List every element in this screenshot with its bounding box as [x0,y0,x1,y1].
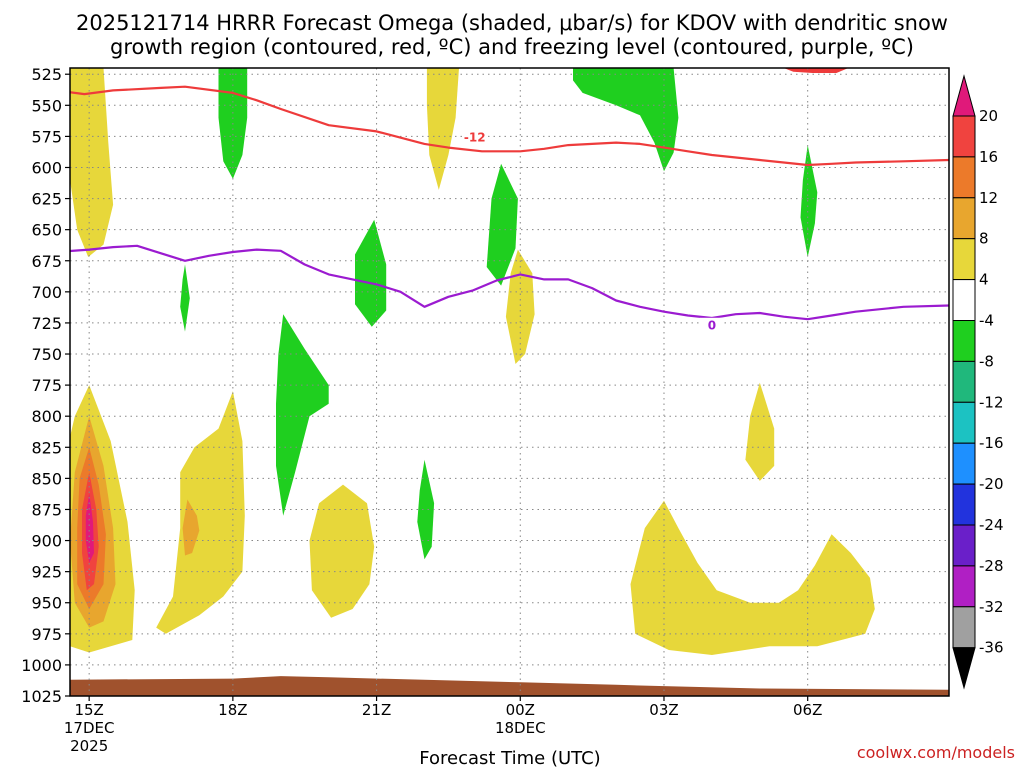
y-tick-label-825: 825 [31,438,62,457]
colorbar-label--8: -8 [979,352,994,370]
y-tick-label-700: 700 [31,283,62,302]
omega-green-2230z-low [417,459,435,560]
freezing-level-contour-0-label: 0 [708,318,716,332]
x-tick-label-18Z: 18Z [218,701,247,719]
freezing-level-contour-0-label-bg [699,317,724,332]
colorbar-label-4: 4 [979,271,989,289]
colorbar-bin--20-to--16 [952,442,976,485]
dgz-contour-minus12-label-bg [462,130,487,145]
y-tick-label-600: 600 [31,158,62,177]
x-tick-label-15Z: 15Z [74,701,103,719]
colorbar-label--36: -36 [979,639,1004,657]
y-tick-label-875: 875 [31,500,62,519]
x-tick-year-15Z: 2025 [70,737,108,755]
colorbar-label--32: -32 [979,598,1004,616]
y-tick-label-725: 725 [31,314,62,333]
omega-shaded-regions [70,68,875,655]
colorbar-label-12: 12 [979,189,998,207]
colorbar-label-16: 16 [979,148,998,166]
omega-green-02z-upper [573,68,679,172]
colorbar-label--28: -28 [979,557,1004,575]
y-tick-label-525: 525 [31,65,62,84]
omega-green-06z-streak [800,145,818,257]
y-tick-label-900: 900 [31,532,62,551]
y-tick-label-950: 950 [31,594,62,613]
colorbar-label-8: 8 [979,230,989,248]
plot-frame [69,67,950,697]
omega-yellow-1730z-low [156,391,245,634]
omega-yellow-0530z-mid [745,382,775,481]
y-tick-label-625: 625 [31,190,62,209]
x-tick-label-00Z: 00Z [506,701,535,719]
omega-yellow-0430z-low [630,500,875,655]
colorbar-label--4: -4 [979,312,994,330]
freezing-level-contour-0 [70,244,949,321]
colorbar-bin--28-to--24 [952,524,976,567]
y-tick-label-575: 575 [31,127,62,146]
y-tick-label-675: 675 [31,252,62,271]
x-tick-label-06Z: 06Z [793,701,822,719]
omega-orange-17z [182,499,200,556]
x-tick-label-03Z: 03Z [649,701,678,719]
colorbar-bin--12-to--8 [952,360,976,403]
colorbar-bin-12-to-16 [952,156,976,199]
credit-text[interactable]: coolwx.com/models [857,743,1015,762]
colorbar: 20 16 12 8 4 -4 -8 -12 -16 -20 -24 -28 -32 -36 [952,74,1004,690]
y-tick-label-850: 850 [31,469,62,488]
terrain-layer [70,676,949,696]
colorbar-label--16: -16 [979,434,1004,452]
chart-title-line2: growth region (contoured, red, ºC) and f… [110,35,914,59]
colorbar-bottom-triangle [952,647,976,690]
dgz-contour-minus12-label: -12 [464,131,486,145]
colorbar-bin-16-to-20 [952,115,976,158]
colorbar-bin-8-to-12 [952,197,976,240]
y-tick-label-775: 775 [31,376,62,395]
colorbar-label-20: 20 [979,107,998,125]
y-tick-label-800: 800 [31,407,62,426]
colorbar-label--12: -12 [979,393,1004,411]
y-tick-label-550: 550 [31,96,62,115]
omega-green-21z-mid [355,219,387,327]
omega-yellow-2230z-upper [426,68,459,190]
colorbar-label--24: -24 [979,516,1004,534]
dgz-contour-minus12 [70,85,949,167]
omega-magenta-15z [85,493,94,563]
colorbar-label--20: -20 [979,475,1004,493]
omega-green-2330z [486,163,518,286]
terrain-fill [70,676,949,696]
x-axis-label: Forecast Time (UTC) [419,748,600,768]
x-tick-label-21Z: 21Z [362,701,391,719]
y-tick-label-1000: 1000 [21,656,62,675]
y-tick-label-925: 925 [31,563,62,582]
omega-yellow-20z-low [309,484,375,618]
omega-yellow-15z-upper [70,68,114,257]
colorbar-bin--8-to--4 [952,320,976,362]
y-tick-label-1025: 1025 [21,687,62,706]
y-axis-ticks: 525 550 575 600 625 650 675 700 725 750 775 800 825 8… [21,65,70,706]
omega-red-0630z-top [783,68,849,73]
contour-lines: -12 0 [70,85,949,332]
colorbar-bin--4-to-4 [952,279,976,322]
colorbar-bin--24-to--20 [952,483,976,526]
colorbar-bin-4-to-8 [952,238,976,281]
omega-green-17z-streak [180,264,190,332]
colorbar-bin--16-to--12 [952,401,976,444]
colorbar-bin--36-to--32 [952,606,976,649]
x-tick-date-15Z: 17DEC [64,719,115,737]
y-tick-label-650: 650 [31,221,62,240]
omega-green-1930z-mid [276,314,329,516]
omega-yellow-00z-mid [505,249,535,364]
grid-lines [70,68,949,697]
x-tick-date-00Z: 18DEC [495,719,546,737]
colorbar-bin--32-to--28 [952,565,976,608]
chart-title-line1: 2025121714 HRRR Forecast Omega (shaded, … [76,11,948,35]
y-tick-label-750: 750 [31,345,62,364]
y-tick-label-975: 975 [31,625,62,644]
